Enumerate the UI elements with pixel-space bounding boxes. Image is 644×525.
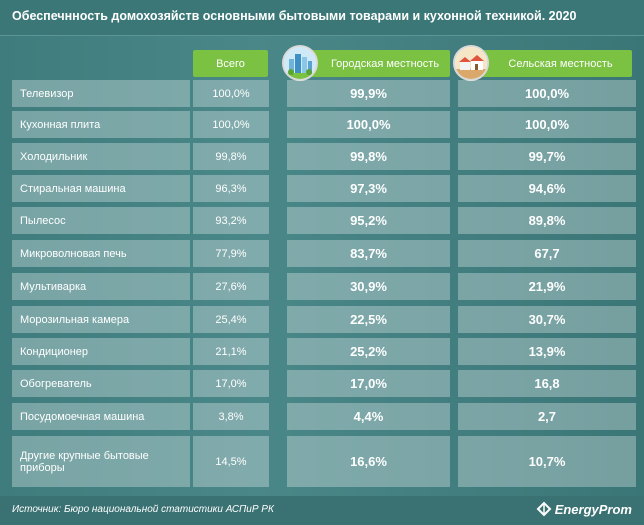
row-name: Обогреватель bbox=[12, 370, 190, 397]
cell-rural: 13,9% bbox=[458, 338, 636, 365]
energyprom-logo: EnergyProm bbox=[536, 501, 632, 517]
city-buildings-icon bbox=[282, 45, 318, 81]
row-name: Телевизор bbox=[12, 80, 190, 107]
cell-rural: 21,9% bbox=[458, 273, 636, 300]
cell-urban: 95,2% bbox=[287, 207, 450, 234]
cell-total: 3,8% bbox=[193, 403, 269, 430]
cell-total: 100,0% bbox=[193, 80, 269, 107]
source-note: Источник: Бюро национальной статистики А… bbox=[12, 504, 274, 515]
cell-urban: 4,4% bbox=[287, 403, 450, 430]
table-row: Пылесос 93,2% 95,2% 89,8% bbox=[12, 207, 636, 234]
cell-urban: 25,2% bbox=[287, 338, 450, 365]
cell-total: 100,0% bbox=[193, 111, 269, 138]
row-name: Микроволновая печь bbox=[12, 240, 190, 267]
row-name: Кухонная плита bbox=[12, 111, 190, 138]
cell-total: 77,9% bbox=[193, 240, 269, 267]
cell-urban: 17,0% bbox=[287, 370, 450, 397]
table-row: Морозильная камера 25,4% 22,5% 30,7% bbox=[12, 306, 636, 333]
table-row: Обогреватель 17,0% 17,0% 16,8 bbox=[12, 370, 636, 397]
row-name: Холодильник bbox=[12, 143, 190, 170]
table-row: Кухонная плита 100,0% 100,0% 100,0% bbox=[12, 111, 636, 138]
cell-rural: 67,7 bbox=[458, 240, 636, 267]
cell-total: 93,2% bbox=[193, 207, 269, 234]
cell-total: 99,8% bbox=[193, 143, 269, 170]
cell-rural: 94,6% bbox=[458, 175, 636, 202]
table-row: Микроволновая печь 77,9% 83,7% 67,7 bbox=[12, 240, 636, 267]
cell-urban: 83,7% bbox=[287, 240, 450, 267]
row-name: Морозильная камера bbox=[12, 306, 190, 333]
title-bar: Обеспечнность домохозяйств основными быт… bbox=[0, 0, 644, 36]
logo-text: EnergyProm bbox=[554, 501, 632, 517]
table-row: Кондиционер 21,1% 25,2% 13,9% bbox=[12, 338, 636, 365]
table-row: Холодильник 99,8% 99,8% 99,7% bbox=[12, 143, 636, 170]
cell-rural: 16,8 bbox=[458, 370, 636, 397]
row-name: Пылесос bbox=[12, 207, 190, 234]
village-houses-icon bbox=[453, 45, 489, 81]
cell-total: 21,1% bbox=[193, 338, 269, 365]
cell-urban: 16,6% bbox=[287, 436, 450, 487]
row-name: Стиральная машина bbox=[12, 175, 190, 202]
table-row: Посудомоечная машина 3,8% 4,4% 2,7 bbox=[12, 403, 636, 430]
table-row: Стиральная машина 96,3% 97,3% 94,6% bbox=[12, 175, 636, 202]
cell-urban: 100,0% bbox=[287, 111, 450, 138]
cell-urban: 99,8% bbox=[287, 143, 450, 170]
page-title: Обеспечнность домохозяйств основными быт… bbox=[12, 9, 577, 23]
cell-total: 25,4% bbox=[193, 306, 269, 333]
cell-rural: 99,7% bbox=[458, 143, 636, 170]
table-row: Телевизор 100,0% 99,9% 100,0% bbox=[12, 80, 636, 107]
energyprom-logo-icon bbox=[536, 501, 552, 517]
cell-urban: 22,5% bbox=[287, 306, 450, 333]
cell-total: 17,0% bbox=[193, 370, 269, 397]
cell-urban: 97,3% bbox=[287, 175, 450, 202]
cell-total: 27,6% bbox=[193, 273, 269, 300]
row-name: Посудомоечная машина bbox=[12, 403, 190, 430]
cell-rural: 89,8% bbox=[458, 207, 636, 234]
column-header-total: Всего bbox=[193, 50, 268, 77]
cell-rural: 100,0% bbox=[458, 111, 636, 138]
row-name: Другие крупные бытовые приборы bbox=[12, 436, 190, 487]
footer: Источник: Бюро национальной статистики А… bbox=[0, 496, 644, 525]
cell-rural: 2,7 bbox=[458, 403, 636, 430]
cell-total: 14,5% bbox=[193, 436, 269, 487]
table-row: Другие крупные бытовые приборы 14,5% 16,6%… bbox=[12, 436, 636, 487]
column-header-urban: Городская местность bbox=[300, 50, 450, 77]
cell-rural: 10,7% bbox=[458, 436, 636, 487]
row-name: Кондиционер bbox=[12, 338, 190, 365]
cell-rural: 30,7% bbox=[458, 306, 636, 333]
cell-rural: 100,0% bbox=[458, 80, 636, 107]
cell-total: 96,3% bbox=[193, 175, 269, 202]
cell-urban: 99,9% bbox=[287, 80, 450, 107]
row-name: Мультиварка bbox=[12, 273, 190, 300]
column-header-rural: Сельская местность bbox=[469, 50, 632, 77]
cell-urban: 30,9% bbox=[287, 273, 450, 300]
table-row: Мультиварка 27,6% 30,9% 21,9% bbox=[12, 273, 636, 300]
